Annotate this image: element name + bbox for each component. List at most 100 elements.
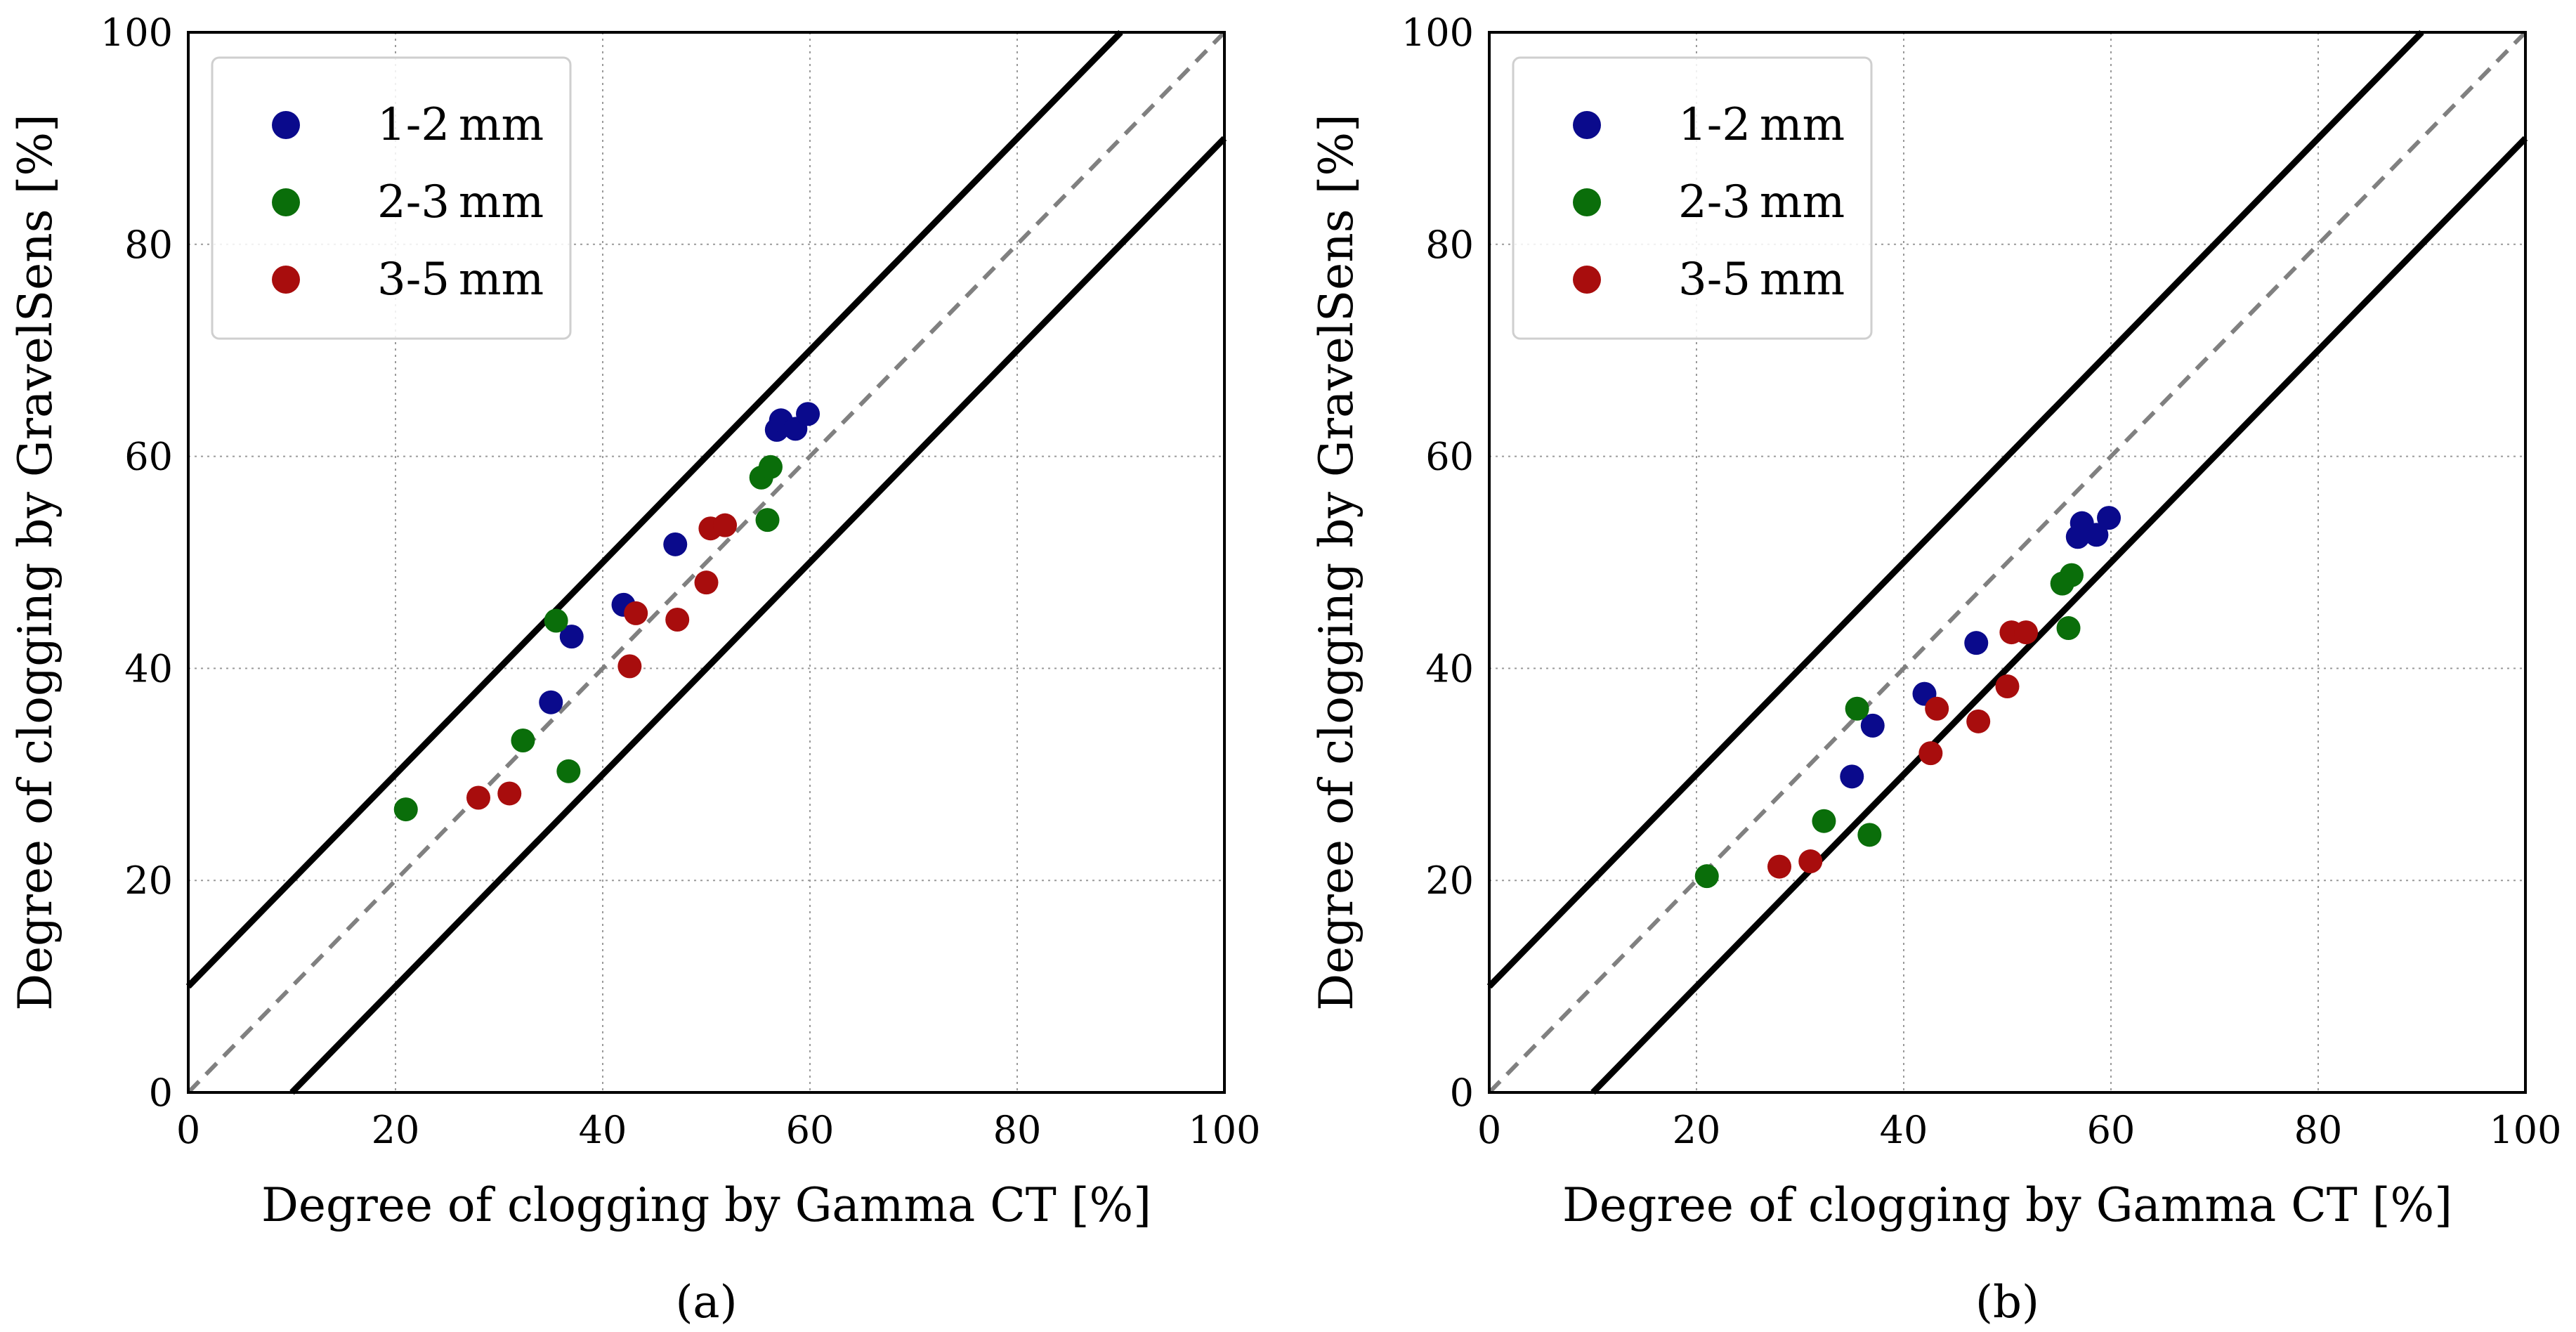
x-tick-label-100-a: 100 <box>1188 1108 1260 1152</box>
legend-label-2-a: 3-5 mm <box>377 254 544 306</box>
data-point-s2-5-a <box>694 570 719 595</box>
x-tick-label-80-b: 80 <box>2294 1108 2343 1152</box>
y-tick-label-0-a: 0 <box>149 1071 173 1115</box>
legend-marker-0-a <box>272 111 300 139</box>
panel-caption-b: (b) <box>1975 1276 2039 1328</box>
legend-marker-1-b <box>1573 188 1601 216</box>
data-point-s1-6-a <box>758 455 783 479</box>
data-point-s2-1-a <box>497 781 522 806</box>
data-point-s2-1-b <box>1798 849 1823 874</box>
legend-a: 1-2 mm 2-3 mm 3-5 mm <box>211 56 572 340</box>
legend-marker-1-a <box>272 188 300 216</box>
legend-marker-0-b <box>1573 111 1601 139</box>
tolerance-line-upper-a <box>185 30 1123 989</box>
data-point-s1-3-a <box>556 759 581 783</box>
y-tick-label-20-a: 20 <box>124 858 173 903</box>
data-point-s1-2-a <box>544 608 568 633</box>
data-point-s2-7-b <box>2014 620 2039 645</box>
data-point-s1-1-a <box>511 729 535 753</box>
tolerance-line-upper-b <box>1486 30 2424 989</box>
data-point-s2-2-b <box>1918 741 1943 766</box>
reference-lines-b <box>1486 30 2528 1095</box>
data-point-s0-1-b <box>1860 713 1885 738</box>
data-point-s2-2-a <box>617 654 642 679</box>
data-point-s2-0-b <box>1767 854 1791 879</box>
legend-label-1-a: 2-3 mm <box>377 176 544 228</box>
data-point-s0-6-b <box>2084 523 2109 547</box>
data-point-s2-0-a <box>466 785 490 810</box>
y-tick-label-20-b: 20 <box>1425 858 1474 903</box>
data-point-s1-5-b <box>2056 616 2081 641</box>
x-tick-label-0-b: 0 <box>1477 1108 1501 1152</box>
identity-line-a <box>186 30 1227 1095</box>
data-point-s2-3-b <box>1925 696 1949 721</box>
data-point-s1-2-b <box>1845 696 1869 721</box>
x-tick-label-20-a: 20 <box>372 1108 420 1152</box>
x-tick-labels-b: 0 20 40 60 80 100 <box>1477 1108 2562 1152</box>
data-point-s0-7-a <box>796 402 820 426</box>
data-point-s1-0-a <box>393 797 418 822</box>
y-tick-label-40-b: 40 <box>1425 646 1474 691</box>
legend-marker-2-b <box>1573 266 1601 294</box>
x-tick-label-40-b: 40 <box>1880 1108 1928 1152</box>
legend-box-a <box>211 56 572 340</box>
legend-label-1-b: 2-3 mm <box>1678 176 1845 228</box>
data-point-s2-5-b <box>1995 674 2020 699</box>
data-points-a <box>393 402 820 822</box>
x-axis-title-b: Degree of clogging by Gamma CT [%] <box>1562 1178 2452 1232</box>
plot-frame-a <box>187 31 1226 1094</box>
x-tick-label-60-b: 60 <box>2087 1108 2136 1152</box>
y-tick-label-60-a: 60 <box>124 435 173 479</box>
data-point-s0-0-b <box>1840 764 1864 789</box>
y-tick-label-80-a: 80 <box>124 223 173 267</box>
y-tick-label-40-a: 40 <box>124 646 173 691</box>
y-tick-labels-b: 0 20 40 60 80 100 <box>1401 11 1474 1115</box>
x-tick-label-60-a: 60 <box>786 1108 835 1152</box>
legend-box-b <box>1512 56 1873 340</box>
data-point-s2-4-a <box>665 607 690 632</box>
data-point-s1-3-b <box>1857 823 1882 847</box>
x-tick-label-80-a: 80 <box>993 1108 1042 1152</box>
x-axis-title-a: Degree of clogging by Gamma CT [%] <box>261 1178 1151 1232</box>
chart-panel-a: 0 20 40 60 80 100 0 20 40 60 80 100 Degree of clog… <box>8 11 1261 1328</box>
x-tick-label-20-b: 20 <box>1673 1108 1721 1152</box>
data-point-s2-3-a <box>624 601 648 625</box>
data-points-b <box>1694 506 2121 889</box>
tolerance-line-lower-b <box>1590 136 2528 1095</box>
y-tick-label-60-b: 60 <box>1425 435 1474 479</box>
x-tick-label-40-a: 40 <box>579 1108 627 1152</box>
y-tick-label-80-b: 80 <box>1425 223 1474 267</box>
data-point-s2-7-a <box>713 513 738 537</box>
chart-panel-b: 0 20 40 60 80 100 0 20 40 60 80 100 Degree of clog… <box>1309 11 2562 1328</box>
data-point-s0-0-a <box>539 690 563 714</box>
data-point-s1-6-b <box>2059 563 2084 587</box>
x-tick-label-100-b: 100 <box>2489 1108 2561 1152</box>
y-tick-label-100-b: 100 <box>1401 11 1474 55</box>
reference-lines-a <box>185 30 1227 1095</box>
tolerance-line-lower-a <box>289 136 1227 1095</box>
plot-frame-b <box>1488 31 2527 1094</box>
legend-label-0-b: 1-2 mm <box>1678 99 1845 151</box>
panel-caption-a: (a) <box>675 1276 737 1328</box>
data-point-s0-3-a <box>663 532 688 556</box>
y-tick-label-100-a: 100 <box>100 11 173 55</box>
x-tick-label-0-a: 0 <box>176 1108 200 1152</box>
y-axis-title-b: Degree of clogging by GravelSens [%] <box>1309 114 1364 1011</box>
data-point-s1-0-b <box>1694 864 1719 889</box>
data-point-s1-1-b <box>1812 809 1836 833</box>
data-point-s0-1-a <box>559 625 584 649</box>
data-point-s0-3-b <box>1964 631 1989 655</box>
legend-label-2-b: 3-5 mm <box>1678 254 1845 306</box>
y-tick-label-0-b: 0 <box>1450 1071 1474 1115</box>
identity-line-b <box>1487 30 2528 1095</box>
y-axis-title-a: Degree of clogging by GravelSens [%] <box>8 114 63 1011</box>
data-point-s0-7-b <box>2097 506 2121 530</box>
x-tick-labels-a: 0 20 40 60 80 100 <box>176 1108 1261 1152</box>
legend-label-0-a: 1-2 mm <box>377 99 544 151</box>
legend-b: 1-2 mm 2-3 mm 3-5 mm <box>1512 56 1873 340</box>
y-tick-labels-a: 0 20 40 60 80 100 <box>100 11 173 1115</box>
data-point-s1-5-a <box>755 508 780 533</box>
legend-marker-2-a <box>272 266 300 294</box>
data-point-s2-4-b <box>1966 709 1991 733</box>
